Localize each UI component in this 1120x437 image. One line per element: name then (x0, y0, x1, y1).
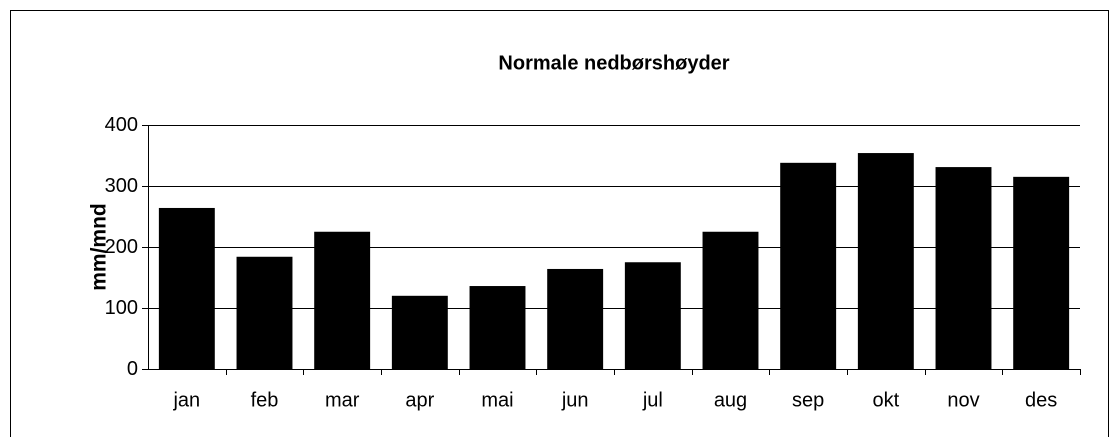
bar (469, 286, 526, 369)
y-tick-label: 400 (105, 114, 138, 136)
x-tick-label: des (1025, 389, 1057, 411)
bar (780, 162, 837, 369)
bar (1013, 176, 1070, 369)
x-tick-label: okt (872, 389, 899, 411)
x-tick-label: jun (561, 389, 589, 411)
bar (158, 207, 215, 369)
bar (236, 256, 293, 369)
x-tick-label: jan (172, 389, 200, 411)
x-tick-label: mai (481, 389, 513, 411)
bar (314, 231, 371, 369)
y-tick-label: 0 (127, 358, 138, 380)
bar (702, 231, 759, 369)
bar (857, 153, 914, 369)
x-tick-label: nov (947, 389, 979, 411)
bar (391, 295, 448, 369)
bar (624, 262, 681, 369)
y-tick-label: 100 (105, 297, 138, 319)
bar (935, 167, 992, 369)
x-tick-label: sep (792, 389, 824, 411)
x-tick-label: feb (251, 389, 279, 411)
y-axis-label: mm/mnd (88, 203, 111, 291)
x-tick-label: aug (714, 389, 747, 411)
x-tick-label: apr (405, 389, 434, 411)
bar (547, 268, 604, 369)
y-tick-label: 300 (105, 175, 138, 197)
x-tick-label: mar (325, 389, 360, 411)
x-tick-label: jul (642, 389, 663, 411)
y-tick-label: 200 (105, 236, 138, 258)
chart-title: Normale nedbørshøyder (498, 52, 729, 74)
